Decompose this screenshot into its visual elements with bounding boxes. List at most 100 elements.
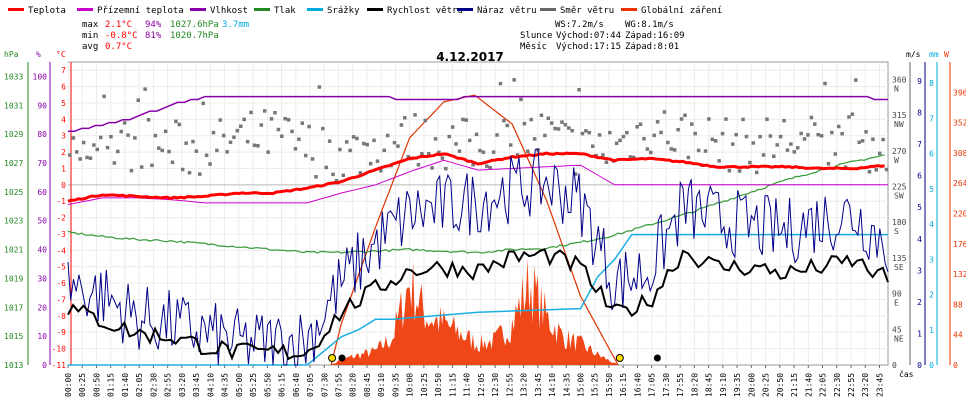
dir-name-label: SW: [894, 192, 904, 201]
series-wind-direction-point: [526, 149, 530, 154]
plot-area: [67, 78, 889, 366]
series-wind-direction-point: [488, 165, 492, 170]
stat-rain-max: 3.7mm: [222, 20, 249, 30]
series-wind-direction-point: [95, 147, 100, 152]
series-wind-direction-point: [549, 121, 554, 125]
dir-tick-label: 135: [892, 254, 907, 263]
series-wind-direction-point: [587, 130, 592, 135]
series-wind-direction-point: [228, 140, 233, 145]
ms-tick-label: 4: [917, 235, 922, 244]
dir-tick-label: 315: [892, 111, 907, 120]
axes: hPa% °C m/s mm W1033103110291027102510231021…: [4, 50, 966, 397]
x-tick-label: 03:20: [178, 373, 187, 397]
w-tick-label: 352: [953, 119, 966, 128]
legend-swatch: [8, 8, 24, 11]
x-tick-label: 01:15: [107, 373, 116, 397]
series-wind-direction-point: [857, 140, 861, 145]
x-tick-label: 12:05: [477, 373, 486, 397]
series-wind-direction-point: [625, 130, 629, 135]
degc-tick-label: -11: [52, 361, 67, 370]
series-wind-direction-point: [741, 117, 745, 122]
dir-tick-label: 360: [892, 75, 907, 84]
x-tick-label: 08:45: [363, 373, 372, 397]
legend-item: Přízemní teplota: [77, 6, 184, 16]
series-wind-direction-point: [119, 129, 123, 134]
degc-tick-label: 2: [61, 148, 66, 157]
axis-unit-mm: mm: [929, 50, 939, 59]
degc-tick-label: 1: [61, 164, 66, 173]
x-tick-label: 06:40: [292, 373, 301, 397]
series-wind-direction-point: [385, 133, 390, 138]
series-wind-direction-point: [368, 161, 373, 166]
legend-label: Tlak: [274, 6, 296, 16]
series-wind-direction-point: [543, 133, 547, 138]
series-wind-direction-point: [877, 151, 882, 156]
stat-label-max: max: [82, 20, 99, 30]
degc-tick-label: 7: [61, 66, 66, 75]
x-tick-label: 16:40: [633, 373, 642, 397]
series-wind-direction-point: [112, 161, 117, 165]
series-wind-direction-point: [293, 147, 298, 151]
series-wind-direction-point: [102, 94, 106, 99]
x-tick-label: 09:10: [377, 373, 386, 397]
x-tick-label: 05:25: [249, 373, 258, 397]
series-wind-direction-point: [580, 131, 585, 136]
x-tick-label: 19:35: [733, 373, 742, 397]
series-wind-direction-point: [737, 169, 742, 173]
series-wind-direction-point: [573, 172, 578, 176]
grid: [67, 61, 889, 366]
series-wind-direction-point: [348, 148, 352, 153]
series-wind-direction-point: [614, 141, 619, 146]
series-wind-direction-point: [830, 130, 834, 135]
series-wind-direction-point: [143, 87, 147, 91]
series-wind-direction-point: [122, 121, 127, 125]
series-wind-direction-point: [201, 101, 205, 106]
series-wind-direction-point: [772, 154, 776, 159]
info-block: WS:7.2m/s WG:8.1m/s Slunce Východ:07:44 Zápa…: [520, 20, 685, 52]
legend-label: Směr větru: [560, 6, 614, 16]
series-wind-direction-point: [508, 143, 513, 147]
x-tick-label: 11:40: [463, 373, 472, 397]
series-wind-direction-point: [437, 150, 441, 155]
series-wind-direction-point: [672, 148, 677, 152]
x-tick-label: 21:15: [790, 373, 799, 397]
stat-label-min: min: [82, 31, 98, 41]
axis-unit-degc: °C: [56, 50, 66, 59]
w-tick-label: 88: [953, 300, 963, 309]
x-tick-label: 02:05: [135, 373, 144, 397]
series-wind-direction-point: [621, 134, 626, 139]
degc-tick-label: -3: [56, 230, 66, 239]
series-wind-direction-point: [413, 113, 417, 117]
hpa-tick-label: 1019: [4, 274, 23, 283]
series-wind-direction-point: [502, 118, 506, 123]
dir-name-label: S: [894, 227, 899, 236]
stat-hum-min: 81%: [145, 31, 162, 41]
stats-block: max 2.1°C 94% 1027.6hPa 3.7mm min -0.8°C 81% 102…: [82, 20, 249, 52]
series-wind-direction-point: [854, 78, 858, 82]
series-wind-direction-point: [88, 156, 93, 160]
series-wind-direction-point: [799, 131, 803, 136]
hpa-tick-label: 1031: [4, 101, 23, 110]
series-wind-direction-point: [105, 145, 110, 150]
hpa-tick-label: 1017: [4, 303, 23, 312]
series-wind-direction-point: [129, 168, 134, 173]
series-wind-direction-point: [314, 175, 318, 179]
series-wind-gust: [67, 148, 889, 366]
legend-swatch: [367, 8, 383, 11]
legend-label: Teplota: [28, 6, 66, 16]
chart-title: 4.12.2017: [436, 50, 504, 64]
series-wind-direction-point: [819, 134, 824, 138]
series-wind-direction-point: [608, 130, 612, 135]
dir-tick-label: 180: [892, 218, 907, 227]
series-wind-direction-point: [280, 134, 284, 138]
series-wind-direction-point: [567, 126, 571, 130]
series-wind-direction-point: [532, 137, 537, 141]
series-wind-direction-point: [666, 140, 670, 145]
series-global-radiation: [331, 258, 619, 365]
x-axis-label: čas: [899, 369, 914, 379]
x-tick-label: 22:55: [847, 373, 856, 397]
series-wind-direction-point: [334, 178, 339, 183]
x-tick-label: 17:05: [648, 373, 657, 397]
series-wind-direction-point: [792, 150, 797, 154]
x-tick-label: 07:55: [334, 373, 343, 397]
